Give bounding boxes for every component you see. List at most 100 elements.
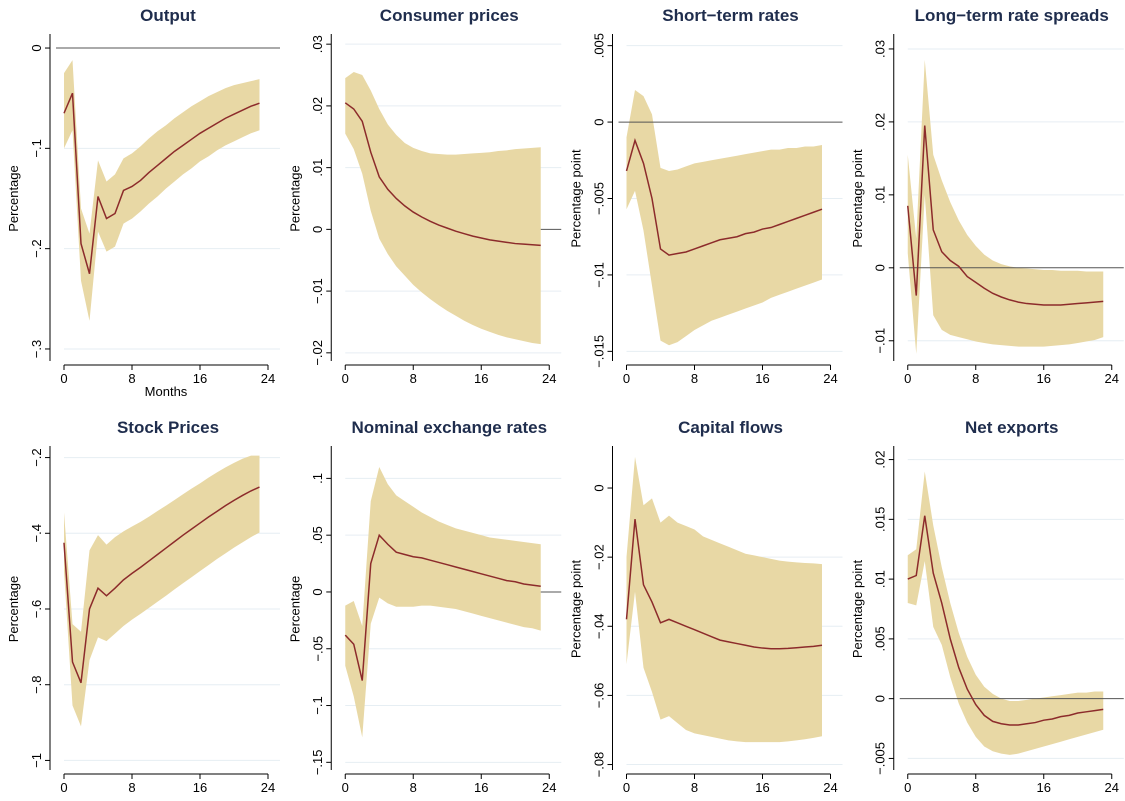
y-tick-label: .1	[310, 473, 325, 484]
y-tick-label: 0	[873, 695, 888, 702]
x-tick-label: 24	[1105, 780, 1119, 795]
y-axis-label: Percentage point	[569, 149, 584, 248]
y-tick-label: −.005	[873, 742, 888, 775]
x-tick-label: 16	[755, 780, 769, 795]
x-tick-label: 0	[60, 780, 67, 795]
y-tick-label: −.2	[29, 239, 44, 257]
chart-panel-5: −.2 −.4 −.6 −.8 −1 0 8 16 24 Stock Prices Percenta…	[6, 418, 280, 795]
y-tick-label: .02	[310, 97, 325, 115]
x-tick-label: 8	[972, 780, 979, 795]
x-axis-label: Months	[145, 384, 188, 399]
x-tick-label: 0	[60, 371, 67, 386]
x-tick-label: 16	[1037, 371, 1051, 386]
x-tick-label: 8	[128, 780, 135, 795]
y-tick-label: 0	[592, 484, 607, 491]
y-tick-label: .005	[873, 626, 888, 651]
confidence-band	[64, 60, 260, 321]
x-tick-label: 0	[623, 371, 630, 386]
y-tick-label: −1	[29, 753, 44, 768]
chart-panel-6: .1 .05 0 −.05 −.1 −.15 0 8 16 24 Nominal exchange …	[287, 418, 562, 795]
x-tick-label: 16	[474, 780, 488, 795]
x-tick-label: 8	[691, 371, 698, 386]
x-tick-label: 8	[972, 371, 979, 386]
y-axis-label: Percentage	[6, 576, 21, 643]
confidence-band	[345, 71, 541, 345]
y-axis-label: Percentage	[287, 165, 302, 232]
x-tick-label: 24	[542, 780, 556, 795]
response-line	[625, 519, 823, 650]
confidence-band	[907, 59, 1104, 354]
y-tick-label: .02	[873, 113, 888, 131]
y-tick-label: −.02	[310, 340, 325, 366]
x-tick-label: 8	[410, 780, 417, 795]
chart-panel-4: .03 .02 .01 0 −.01 0 8 16 24 Long−term rate sprea…	[850, 6, 1124, 386]
response-line	[63, 486, 260, 684]
x-tick-label: 0	[904, 371, 911, 386]
panel-title: Net exports	[965, 418, 1059, 437]
y-tick-label: .01	[873, 186, 888, 204]
panel-title: Short−term rates	[662, 6, 799, 25]
y-tick-label: −.4	[29, 524, 44, 542]
y-tick-label: 0	[310, 226, 325, 233]
response-line	[907, 125, 1104, 306]
y-axis-label: Percentage point	[850, 149, 865, 248]
x-tick-label: 24	[542, 371, 556, 386]
response-line	[63, 92, 260, 274]
panel-title: Consumer prices	[380, 6, 519, 25]
x-tick-label: 0	[342, 371, 349, 386]
x-tick-label: 16	[193, 780, 207, 795]
y-tick-label: −.05	[310, 636, 325, 662]
y-tick-label: −.3	[29, 340, 44, 358]
y-tick-label: −.15	[310, 749, 325, 775]
chart-panel-8: .02 .015 .01 .005 0 −.005 0 8 16 24 Net exports Per…	[850, 418, 1124, 795]
y-tick-label: −.08	[592, 752, 607, 778]
response-line	[907, 515, 1104, 726]
x-tick-label: 8	[410, 371, 417, 386]
y-tick-label: −.1	[29, 139, 44, 157]
panel-title: Capital flows	[678, 418, 783, 437]
x-tick-label: 16	[1037, 780, 1051, 795]
y-tick-label: −.01	[873, 328, 888, 354]
y-tick-label: −.005	[592, 182, 607, 215]
x-tick-label: 24	[823, 371, 837, 386]
x-tick-label: 0	[623, 780, 630, 795]
y-tick-label: 0	[29, 44, 44, 51]
x-tick-label: 24	[261, 780, 275, 795]
x-tick-label: 8	[691, 780, 698, 795]
chart-panel-2: .03 .02 .01 0 −.01 −.02 0 8 16 24 Consumer prices P…	[287, 6, 562, 386]
y-tick-label: .05	[310, 526, 325, 544]
y-axis-label: Percentage point	[569, 559, 584, 658]
x-tick-label: 24	[823, 780, 837, 795]
y-tick-label: −.1	[310, 696, 325, 714]
response-line	[344, 102, 541, 247]
x-tick-label: 16	[193, 371, 207, 386]
y-axis-label: Percentage	[287, 576, 302, 643]
panel-title: Output	[140, 6, 196, 25]
x-tick-label: 16	[755, 371, 769, 386]
x-tick-label: 8	[128, 371, 135, 386]
y-tick-label: .01	[873, 570, 888, 588]
y-tick-label: .03	[310, 35, 325, 53]
x-tick-label: 16	[474, 371, 488, 386]
response-line	[344, 533, 541, 681]
confidence-band	[626, 456, 822, 743]
y-tick-label: .03	[873, 40, 888, 58]
y-tick-label: −.04	[592, 613, 607, 639]
y-tick-label: −.6	[29, 600, 44, 618]
y-tick-label: 0	[592, 118, 607, 125]
y-tick-label: −.2	[29, 448, 44, 466]
panel-title: Long−term rate spreads	[915, 6, 1109, 25]
confidence-band	[907, 471, 1104, 755]
response-line	[625, 137, 823, 256]
y-tick-label: −.01	[310, 278, 325, 304]
y-tick-label: −.02	[592, 544, 607, 570]
chart-panel-3: .005 0 −.005 −.01 −.015 0 8 16 24 Short−term rate…	[569, 6, 843, 386]
y-tick-label: 0	[873, 264, 888, 271]
y-tick-label: .02	[873, 451, 888, 469]
y-tick-label: −.8	[29, 675, 44, 693]
confidence-band	[345, 467, 541, 738]
y-tick-label: 0	[310, 588, 325, 595]
confidence-band	[626, 89, 822, 346]
x-tick-label: 24	[261, 371, 275, 386]
